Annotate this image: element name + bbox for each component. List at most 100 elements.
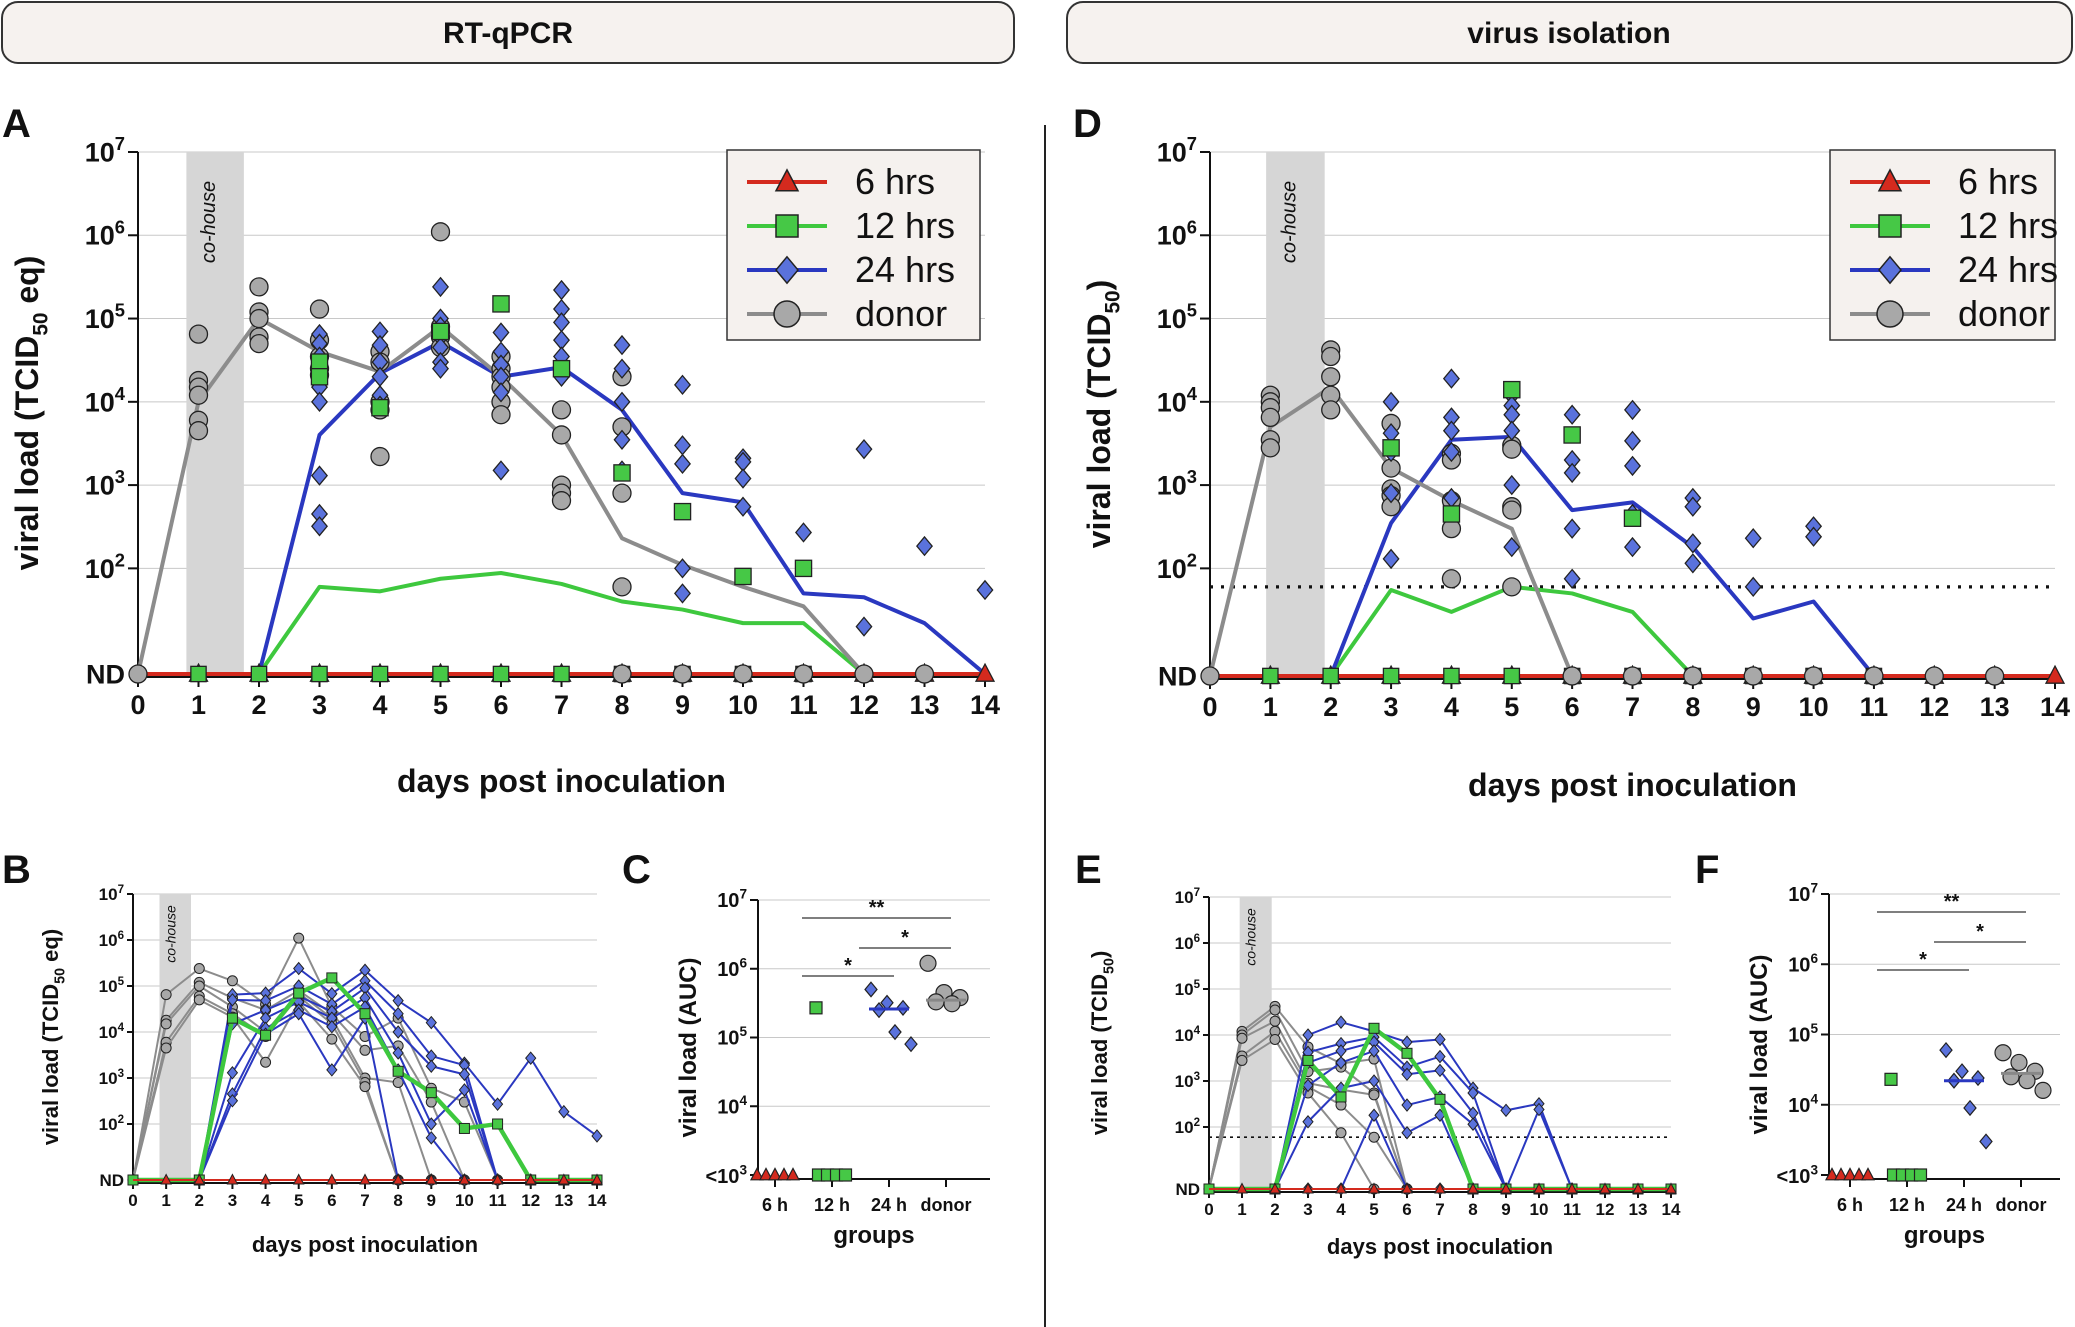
point-h12 [1442,505,1461,523]
point-h24 [1401,1125,1413,1140]
y-tick-label-base: 10 [99,931,118,950]
point-h12 [492,295,510,313]
x-tick-label: 6 [1565,692,1580,722]
y-tick-label-base: 10 [717,890,739,912]
x-tick-label: 11 [489,1191,507,1210]
point-h12 [492,665,510,683]
y-tick-label-exponent: 7 [118,884,124,896]
y-tick-label-exponent: 4 [1810,1091,1818,1106]
y-tick-label: 104 [99,1022,125,1042]
x-tick-label: 5 [1369,1200,1378,1219]
y-axis-title-part: viral load (TCID [1081,314,1117,549]
y-tick-label-exponent: 6 [1187,216,1197,237]
y-axis-title-part: viral load (AUC) [675,957,702,1137]
point-h24 [226,1065,239,1080]
y-tick-label-exponent: 3 [118,1068,124,1080]
x-tick-label: 4 [372,690,387,720]
point-h12 [250,665,268,683]
point-h24 [1563,568,1581,589]
point-h24 [1434,1049,1446,1064]
point-h24 [432,358,449,379]
point-donor [249,277,269,297]
panel-letter-c: C [622,848,651,892]
point-h24 [1624,536,1641,558]
point-donor [1368,1089,1380,1101]
point-donor [943,995,961,1013]
y-axis-title: viral load (TCID50 eq) [38,929,69,1145]
point-h12 [190,665,207,683]
point-donor [491,405,511,425]
y-tick-label-base: 10 [85,221,115,251]
x-tick-label: 2 [1323,692,1338,722]
x-axis-title: groups [1904,1222,1985,1249]
x-tick-label: 24 h [871,1195,907,1215]
point-h6 [458,1173,471,1185]
point-h6 [1500,1182,1512,1194]
y-tick-label: 105 [85,300,125,334]
y-tick-label-base: 10 [1175,888,1194,907]
x-tick-label: 12 [1596,1200,1615,1219]
panel-letter-b: B [2,848,31,892]
x-tick-label: 2 [1270,1200,1279,1219]
legend-marker-h12 [1878,214,1902,238]
y-tick-label: 103 [85,466,125,500]
x-tick-label: 9 [675,690,690,720]
point-donor [1994,1044,2012,1062]
y-tick-label-exponent: 3 [115,466,125,487]
point-h24 [1401,1067,1413,1082]
point-origin [128,664,148,684]
point-h24 [1368,1044,1380,1058]
y-tick-label-base: 10 [717,1096,739,1118]
cohouse-label: co-house [1243,908,1259,966]
point-h24 [613,334,631,356]
y-axis-title: viral load (TCID50 eq) [9,256,53,571]
series-line-h12 [138,570,985,676]
point-donor [2018,1072,2036,1090]
legend-label-donor: donor [1958,293,2050,334]
x-tick-label: 8 [1685,692,1700,722]
point-donor [1368,1131,1380,1143]
x-tick-label: 5 [1504,692,1519,722]
point-h12 [371,665,389,683]
point-h24 [392,1046,404,1060]
x-tick-label: 3 [1303,1200,1312,1219]
point-donor [2002,1068,2020,1086]
point-donor [919,954,937,972]
y-tick-label: 103 [99,1068,124,1088]
x-tick-label: 14 [1662,1200,1681,1219]
point-h24 [916,535,933,557]
y-tick-label-exponent: 4 [118,1022,125,1034]
point-h24 [1503,536,1521,558]
point-h24 [311,391,328,413]
legend-label-h24: 24 hrs [1958,249,2058,290]
x-tick-label: 12 [849,690,879,720]
legend-label-donor: donor [855,293,947,334]
y-tick-label: 105 [99,976,125,996]
legend-marker-h6 [1877,168,1903,192]
y-tick-label-bottom-exponent: 3 [739,1163,747,1178]
y-tick-label-exponent: 7 [1194,887,1200,899]
significance-label: * [844,955,852,977]
point-h6 [759,1167,773,1181]
point-h6 [1843,1167,1857,1181]
point-donor [854,664,874,684]
x-tick-label: 11 [1860,692,1889,722]
y-tick-label-exponent: 2 [1187,549,1197,570]
point-h24 [1382,548,1400,570]
point-donor [733,664,753,684]
point-h24 [425,1015,437,1030]
point-h24 [1684,533,1702,554]
point-h24 [1624,399,1641,421]
y-tick-label: 107 [99,884,124,904]
y-tick-label: 105 [1175,979,1201,999]
point-h24 [591,1129,603,1143]
point-donor [160,1018,172,1030]
x-tick-label: 0 [130,690,145,720]
y-tick-label-nd: ND [1158,661,1197,691]
y-tick-label-nd: ND [1175,1180,1200,1199]
series-line-donor [1208,1038,1375,1190]
x-tick-label: 10 [728,690,758,720]
significance-label: * [901,927,909,949]
y-tick-label: 105 [717,1024,747,1049]
cohouse-label: co-house [162,905,178,963]
